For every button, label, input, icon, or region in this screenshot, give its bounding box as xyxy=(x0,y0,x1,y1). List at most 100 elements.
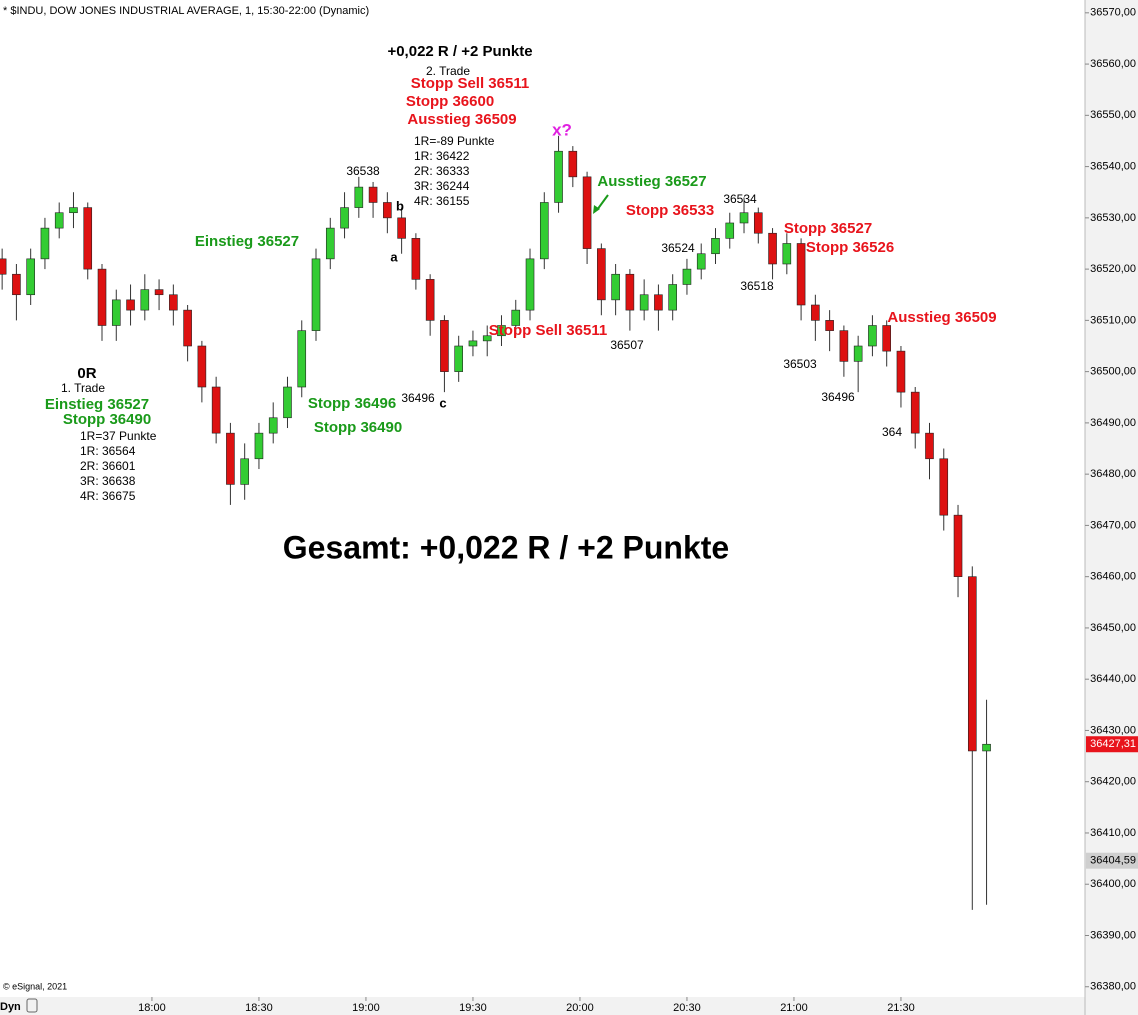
annotation: x? xyxy=(552,120,572,139)
candle-body xyxy=(953,514,963,577)
candle-body xyxy=(639,294,649,311)
candle-body xyxy=(226,432,235,485)
time-axis-bg xyxy=(0,997,1085,1015)
x-tick-label: 19:30 xyxy=(459,1002,487,1014)
candle-body xyxy=(825,320,834,331)
annotation: c xyxy=(439,395,446,410)
annotation: +0,022 R / +2 Punkte xyxy=(387,43,532,60)
x-tick-label: 18:00 xyxy=(138,1002,166,1014)
candle-body xyxy=(625,273,635,311)
annotation: Ausstieg 36509 xyxy=(887,309,996,326)
candle-body xyxy=(440,320,449,372)
annotation: Ausstieg 36527 xyxy=(597,173,706,190)
y-tick-label: 36400,00 xyxy=(1090,878,1136,890)
annotation: 36496 xyxy=(401,391,435,405)
y-tick-label: 36560,00 xyxy=(1090,58,1136,70)
candle-body xyxy=(297,330,307,388)
candle-body xyxy=(111,299,121,326)
annotation: Stopp Sell 36511 xyxy=(489,322,607,339)
annotation: 2R: 36601 xyxy=(80,459,136,473)
candle-body xyxy=(654,294,663,311)
candle-body xyxy=(682,268,692,285)
candle-body xyxy=(325,227,335,260)
credit: © eSignal, 2021 xyxy=(3,981,67,991)
candle-body xyxy=(696,253,706,270)
candle-body xyxy=(910,391,920,434)
y-tick-label: 36520,00 xyxy=(1090,263,1136,275)
annotation: b xyxy=(396,198,404,213)
candle-body xyxy=(811,304,820,321)
price-tag-label: 36427,31 xyxy=(1090,738,1136,750)
annotation: Stopp 36490 xyxy=(63,411,151,428)
x-tick-label: 20:30 xyxy=(673,1002,701,1014)
candle-body xyxy=(12,273,21,296)
candle-body xyxy=(796,243,806,306)
price-tag-label: 36404,59 xyxy=(1090,855,1136,867)
candle-body xyxy=(397,217,406,239)
annotation: Stopp 36533 xyxy=(626,202,714,219)
price-tag xyxy=(1086,852,1138,869)
candle-body xyxy=(468,340,478,347)
y-tick-label: 36530,00 xyxy=(1090,212,1136,224)
candle-body xyxy=(739,212,749,224)
arrow xyxy=(596,194,609,211)
candle-body xyxy=(925,432,934,460)
y-tick-label: 36410,00 xyxy=(1090,827,1136,839)
candle-body xyxy=(939,458,949,516)
candle-body xyxy=(425,279,435,321)
candle-body xyxy=(768,232,777,265)
candle-body xyxy=(197,345,207,388)
candle-body xyxy=(283,386,292,419)
candle-body xyxy=(568,150,578,178)
y-tick-label: 36570,00 xyxy=(1090,7,1136,19)
candle-body xyxy=(725,222,735,239)
y-tick-label: 36390,00 xyxy=(1090,929,1136,941)
candle-body xyxy=(611,273,620,301)
y-tick-label: 36420,00 xyxy=(1090,776,1136,788)
mode-label: Dyn xyxy=(0,1001,21,1013)
lock-icon xyxy=(26,998,38,1013)
candle-body xyxy=(597,248,606,301)
annotation: 36524 xyxy=(661,241,695,255)
y-tick-label: 36470,00 xyxy=(1090,519,1136,531)
candle-body xyxy=(482,335,492,342)
candle-body xyxy=(868,325,877,347)
annotation: 3R: 36244 xyxy=(414,179,470,193)
candle-body xyxy=(183,309,192,347)
annotation: 36503 xyxy=(783,357,817,371)
y-tick-label: 36460,00 xyxy=(1090,571,1136,583)
annotation: Ausstieg 36509 xyxy=(407,111,516,128)
y-tick-label: 36540,00 xyxy=(1090,161,1136,173)
annotation: Stopp 36600 xyxy=(406,93,494,110)
candle-body xyxy=(54,212,64,229)
annotation: Einstieg 36527 xyxy=(195,233,299,250)
y-tick-label: 36490,00 xyxy=(1090,417,1136,429)
candle-body xyxy=(711,238,720,255)
candle-body xyxy=(853,345,863,362)
candles xyxy=(0,135,991,910)
y-tick-label: 36480,00 xyxy=(1090,468,1136,480)
price-axis-bg xyxy=(1085,0,1138,1015)
candle-body xyxy=(40,227,50,260)
candle-body xyxy=(26,258,35,296)
price-tag xyxy=(1086,736,1138,753)
annotations: +0,022 R / +2 Punkte 2. Trade Stopp Sell… xyxy=(45,43,997,565)
candle-body xyxy=(211,386,221,434)
candle-body xyxy=(411,238,421,280)
y-tick-label: 36440,00 xyxy=(1090,673,1136,685)
annotation: 364 xyxy=(882,425,902,439)
annotation: 3R: 36638 xyxy=(80,474,136,488)
candle-body xyxy=(368,186,378,203)
annotation: 36496 xyxy=(821,390,855,404)
candle-body xyxy=(839,330,849,362)
candle-body xyxy=(69,207,78,214)
candle-body xyxy=(354,186,364,208)
candle-body xyxy=(882,325,891,352)
summary: Gesamt: +0,022 R / +2 Punkte xyxy=(283,529,729,565)
annotation: 1R=-89 Punkte xyxy=(414,134,495,148)
x-tick-label: 20:00 xyxy=(566,1002,594,1014)
candle-body xyxy=(254,432,264,460)
annotation: 4R: 36675 xyxy=(80,489,136,503)
annotation: 2R: 36333 xyxy=(414,164,470,178)
